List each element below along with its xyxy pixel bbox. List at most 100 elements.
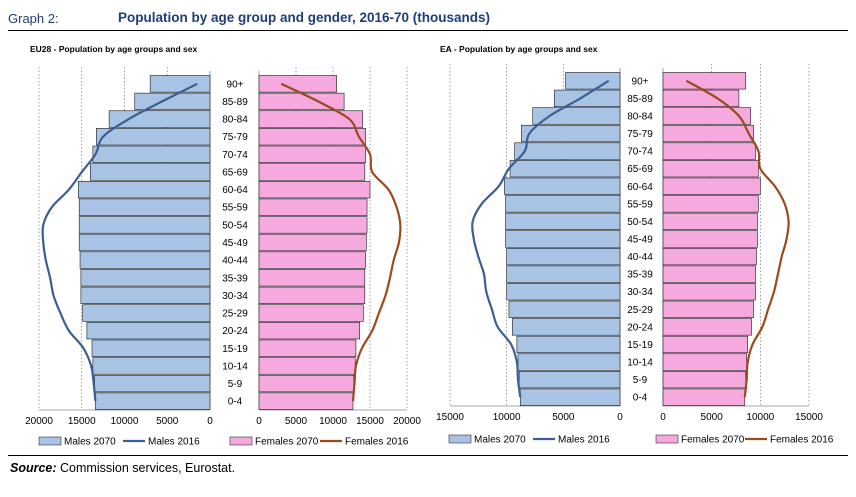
age-group-label: 5-9	[228, 379, 243, 390]
bar-females-2070	[258, 357, 356, 375]
age-group-label: 55-59	[627, 199, 653, 210]
x-tick-label-left: 15000	[436, 412, 464, 423]
bar-males-2070	[519, 388, 621, 406]
age-group-label: 10-14	[222, 361, 248, 372]
age-group-label: 50-54	[627, 217, 653, 228]
age-group-label: 0-4	[228, 397, 243, 408]
top-rule	[8, 30, 848, 31]
x-tick-label-right: 5000	[285, 416, 308, 427]
legend-entry: Females 2016	[770, 435, 834, 446]
x-tick-label-right: 10000	[746, 412, 774, 423]
age-group-label: 80-84	[222, 115, 248, 126]
bar-males-2070	[553, 89, 621, 107]
bottom-rule	[8, 455, 848, 456]
bar-males-2070	[78, 198, 211, 216]
age-group-label: 40-44	[627, 252, 653, 263]
age-group-label: 10-14	[627, 358, 653, 369]
bar-females-2070	[258, 128, 366, 146]
bar-males-2070	[149, 75, 211, 93]
legend-swatch-bar	[38, 436, 62, 446]
bar-females-2070	[258, 180, 371, 199]
legend-entry: Females 2070	[681, 435, 745, 446]
bar-females-2070	[258, 339, 357, 357]
bar-females-2070	[662, 318, 752, 336]
line-males-2016	[471, 79, 610, 398]
line-females-2016	[280, 82, 402, 402]
x-tick-label-left: 0	[617, 412, 623, 423]
age-group-label: 70-74	[627, 147, 653, 158]
bar-males-2070	[512, 318, 621, 336]
bar-females-2070	[258, 163, 366, 181]
age-group-label: 25-29	[627, 305, 653, 316]
bar-females-2070	[662, 283, 756, 301]
bar-females-2070	[258, 392, 354, 410]
bar-females-2070	[662, 124, 754, 143]
bar-females-2070	[258, 304, 364, 322]
bar-males-2070	[532, 107, 621, 125]
age-group-label: 20-24	[222, 326, 248, 337]
x-tick-label-left: 0	[207, 416, 213, 427]
age-group-label: 90+	[227, 79, 244, 90]
bar-males-2070	[504, 177, 621, 195]
graph-header: Graph 2: Population by age group and gen…	[8, 8, 848, 28]
x-tick-label-left: 20000	[25, 416, 53, 427]
bar-males-2070	[92, 357, 211, 375]
x-tick-label-right: 0	[660, 412, 666, 423]
age-group-label: 75-79	[627, 129, 653, 140]
chart-title: EU28 - Population by age groups and sex	[30, 44, 197, 54]
age-group-label: 65-69	[627, 164, 653, 175]
age-group-label: 45-49	[627, 235, 653, 246]
age-group-label: 80-84	[627, 111, 653, 122]
bar-females-2070	[662, 300, 754, 318]
bar-males-2070	[78, 233, 211, 252]
bar-males-2070	[91, 339, 211, 357]
age-group-label: 0-4	[633, 393, 648, 404]
source-note: Source: Commission services, Eurostat.	[10, 461, 235, 475]
bar-males-2070	[506, 283, 621, 301]
bar-females-2070	[258, 269, 366, 287]
bar-males-2070	[521, 124, 621, 143]
bar-females-2070	[258, 251, 366, 269]
chart-legend: Males 2070 Males 2016 Females 2070 Females …	[38, 436, 409, 448]
age-group-label: 35-39	[627, 270, 653, 281]
graph-title: Population by age group and gender, 2016…	[118, 10, 491, 25]
graph-number: Graph 2:	[8, 11, 59, 26]
source-text: Commission services, Eurostat.	[56, 461, 236, 475]
bar-males-2070	[90, 163, 211, 181]
bar-males-2070	[506, 265, 621, 283]
legend-entry: Females 2070	[255, 437, 319, 448]
x-tick-label-left: 5000	[552, 412, 575, 423]
bar-males-2070	[509, 160, 621, 178]
legend-entry: Males 2070	[474, 435, 526, 446]
line-females-2016	[685, 79, 790, 398]
x-tick-label-right: 0	[256, 416, 262, 427]
bar-males-2070	[565, 72, 621, 90]
age-group-label: 15-19	[222, 344, 248, 355]
bar-females-2070	[258, 322, 360, 340]
bar-males-2070	[517, 353, 621, 371]
bar-females-2070	[662, 335, 748, 354]
bar-females-2070	[662, 107, 751, 125]
age-group-label: 60-64	[222, 185, 248, 196]
chart-legend: Males 2070 Males 2016 Females 2070 Females …	[448, 434, 834, 446]
age-group-label: 5-9	[633, 375, 648, 386]
bar-females-2070	[258, 216, 368, 234]
legend-swatch-bar	[229, 436, 253, 446]
bar-females-2070	[662, 160, 759, 178]
bar-females-2070	[258, 233, 367, 252]
bar-males-2070	[80, 286, 211, 305]
x-tick-label-left: 10000	[111, 416, 139, 427]
bar-females-2070	[258, 286, 366, 305]
bar-males-2070	[518, 371, 621, 389]
age-group-label: 60-64	[627, 182, 653, 193]
x-tick-label-right: 15000	[795, 412, 823, 423]
legend-swatch-bar	[655, 434, 679, 444]
bar-males-2070	[86, 322, 211, 340]
age-group-label: 30-34	[627, 287, 653, 298]
bar-males-2070	[80, 269, 211, 287]
legend-entry: Males 2016	[558, 435, 610, 446]
bar-females-2070	[662, 142, 756, 160]
bar-females-2070	[258, 75, 337, 93]
chart-title: EA - Population by age groups and sex	[440, 44, 598, 54]
